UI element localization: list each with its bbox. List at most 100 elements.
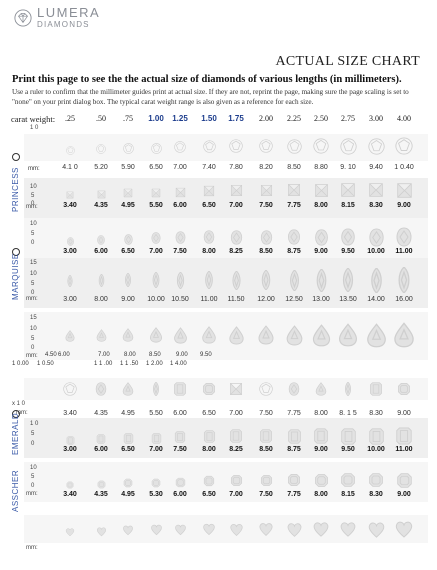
princess-diamond-icon: [203, 184, 215, 202]
princess-mm-value: 6.50: [202, 202, 216, 209]
pear-scale-10: 10: [30, 326, 37, 332]
marquise-mm-value: 13.00: [312, 296, 330, 303]
carat-weight-value: 3.00: [369, 114, 383, 123]
round-mm-value: 5.20: [94, 164, 108, 171]
emerald-top-mm-value: 8.00: [314, 410, 328, 417]
asscher-mm-value: 4.95: [121, 491, 135, 498]
round-diamond-icon: [174, 140, 186, 158]
round-diamond-icon: [202, 139, 216, 158]
oval-mm-value: 8.25: [229, 248, 243, 255]
asscher-diamond-icon: [260, 474, 273, 492]
row2-radio[interactable]: [12, 248, 20, 256]
round-mm-value: 7.00: [173, 164, 187, 171]
round-diamond-icon: [259, 139, 273, 158]
marquise-scale-15: 15: [30, 260, 37, 266]
oval-diamond-icon: [96, 232, 106, 250]
asscher-mm-value: 7.75: [287, 491, 301, 498]
asscher-mm-value: 8.00: [314, 491, 328, 498]
emerald-radio[interactable]: [12, 410, 20, 418]
emerald-mm-value: 7.50: [173, 446, 187, 453]
emerald-top-mm-value: 7.75: [287, 410, 301, 417]
pear-mm-value-alt: 1 0.00: [12, 361, 29, 367]
pear-mm-value: 8.00: [124, 352, 136, 358]
emerald-mm-value: 11.00: [395, 446, 413, 453]
oval-mm-value: 7.50: [173, 248, 187, 255]
round-mm-value: 8.20: [259, 164, 273, 171]
asscher-band: [24, 462, 428, 502]
row2-scale-0: 0: [31, 240, 35, 246]
asscher-scale-0: 0: [31, 483, 35, 489]
strip-diamond-icon: [397, 382, 411, 401]
princess-mm-label: mm:: [26, 204, 38, 210]
logo-sub: DIAMONDS: [37, 20, 90, 29]
emerald-scale-x10: x 1 0: [12, 401, 26, 407]
heart-diamond-icon: [394, 519, 414, 544]
pear-diamond-icon: [148, 327, 164, 348]
marquise-mm-value: 12.50: [285, 296, 303, 303]
carat-weight-value: 2.50: [314, 114, 328, 123]
pear-scale-5: 5: [31, 336, 35, 342]
asscher-diamond-icon: [175, 475, 186, 493]
carat-weight-value: 2.00: [259, 114, 273, 123]
asscher-mm-value: 8.30: [369, 491, 383, 498]
pear-mm-value-alt: 1 0.50: [37, 361, 54, 367]
marquise-diamond-icon: [64, 274, 76, 292]
emerald-top-mm-value: 3.40: [63, 410, 77, 417]
pear-mm-value: 4.50: [45, 352, 57, 358]
emerald-mm-value: 8.00: [202, 446, 216, 453]
intro-text: Print this page to see the the actual si…: [12, 74, 402, 85]
oval-diamond-icon: [286, 229, 302, 250]
logo: LUMERA DIAMONDS: [14, 6, 100, 29]
round-diamond-icon: [367, 137, 385, 160]
pear-diamond-icon: [336, 323, 360, 352]
asscher-mm-value: 7.00: [229, 491, 243, 498]
row2-scale-10: 10: [30, 221, 37, 227]
emerald-top-mm-value: 8.30: [369, 410, 383, 417]
princess-mm-value: 8.00: [314, 202, 328, 209]
princess-label: PRINCESS: [11, 167, 20, 212]
logo-brand: LUMERA: [37, 5, 101, 20]
asscher-diamond-icon: [340, 472, 356, 493]
round-radio[interactable]: [12, 153, 20, 161]
princess-diamond-icon: [314, 183, 329, 203]
princess-mm-value: 8.15: [341, 202, 355, 209]
round-mm-label: mm:: [28, 166, 40, 172]
emerald-mm-value: 3.00: [63, 446, 77, 453]
emerald-label: EMERALD: [11, 412, 20, 455]
strip-diamond-icon: [314, 382, 328, 401]
princess-scale-10: 10: [30, 184, 37, 190]
marquise-scale-10: 10: [30, 271, 37, 277]
marquise-scale-5: 5: [31, 281, 35, 287]
pear-diamond-icon: [95, 328, 108, 347]
princess-diamond-icon: [368, 182, 384, 203]
pear-mm-value: 9.50: [200, 352, 212, 358]
emerald-top-mm-label: mm:: [16, 410, 28, 416]
emerald-diamond-icon: [96, 431, 106, 449]
princess-mm-value: 7.75: [287, 202, 301, 209]
princess-mm-value: 6.00: [173, 202, 187, 209]
princess-diamond-icon: [260, 184, 273, 202]
asscher-diamond-icon: [97, 476, 106, 494]
princess-diamond-icon: [340, 182, 356, 203]
asscher-mm-value: 4.35: [94, 491, 108, 498]
oval-mm-value: 11.00: [395, 248, 413, 255]
strip-diamond-icon: [259, 382, 273, 401]
asscher-diamond-icon: [151, 475, 161, 493]
emerald-diamond-icon: [66, 432, 75, 450]
princess-diamond-icon: [287, 183, 301, 202]
marquise-scale-0: 0: [31, 290, 35, 296]
asscher-diamond-icon: [396, 472, 413, 494]
emerald-top-mm-value: 7.50: [259, 410, 273, 417]
princess-band: [24, 178, 428, 218]
princess-diamond-icon: [97, 186, 106, 204]
pear-mm-label: mm:: [26, 353, 38, 359]
emerald-diamond-icon: [123, 431, 134, 449]
carat-weight-value: 4.00: [397, 114, 411, 123]
asscher-label: ASSCHER: [11, 469, 20, 512]
round-diamond-icon: [229, 139, 243, 158]
oval-mm-value: 3.00: [63, 248, 77, 255]
asscher-mm-value: 7.50: [259, 491, 273, 498]
marquise-mm-value: 11.00: [200, 296, 218, 303]
marquise-band: [24, 258, 428, 308]
strip-diamond-icon: [149, 381, 163, 401]
